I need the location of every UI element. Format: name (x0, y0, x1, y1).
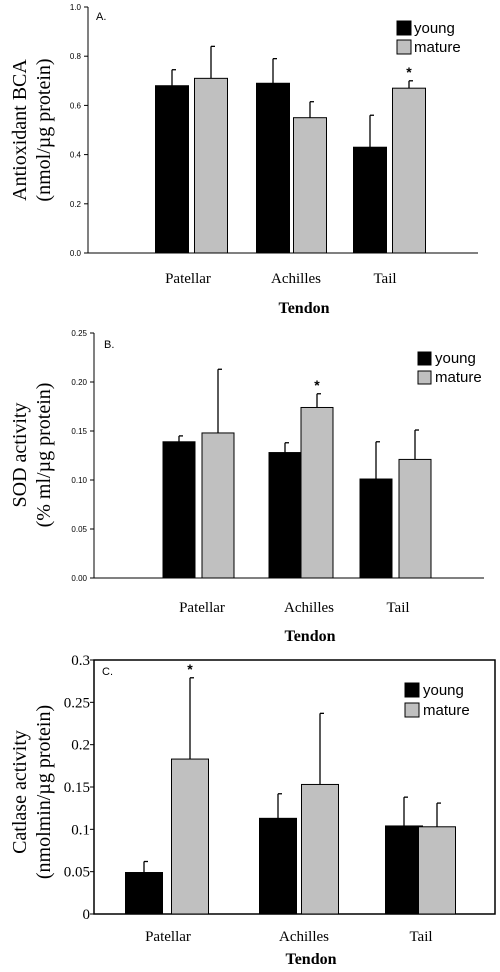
panel-c-bar-tail-young (385, 825, 423, 915)
panel-b-y-axis-title: SOD activity (% ml/µg protein) (9, 383, 55, 528)
panel-a-x-axis-title: Tendon (279, 300, 330, 317)
panel-a-y-tick-label: 0.6 (70, 101, 82, 110)
panel-b-category-label-tail: Tail (386, 600, 409, 616)
panel-b-category-label-patellar: Patellar (179, 600, 225, 616)
panel-a-legend-swatch-mature (396, 39, 412, 55)
panel-b-bar-tail-young (359, 478, 393, 579)
panel-a-bar-patellar-young (155, 85, 189, 254)
panel-a-y-axis-title-line1: Antioxidant BCA (9, 59, 31, 201)
panel-b-plot-area: * 0.00 0.05 0.10 0.15 0.20 0.25 (71, 329, 484, 583)
panel-a-category-label-achilles: Achilles (271, 271, 321, 287)
panel-b-chart: * 0.00 0.05 0.10 0.15 0.20 0.25 B. young matur… (9, 329, 484, 645)
panel-c-label: C. (102, 666, 113, 678)
panel-c-bar-patellar-young (125, 872, 163, 915)
panel-a-y-axis-title: Antioxidant BCA (nmol/µg protein) (9, 58, 55, 201)
panel-a-plot-area: * 0.0 0.2 0.4 0.6 0.8 1.0 (70, 3, 478, 258)
panel-c-y-tick-label: 0.15 (64, 780, 90, 796)
panel-b-y-tick-label: 0.05 (71, 525, 87, 534)
panel-c-bar-achilles-young (259, 817, 297, 915)
panel-a-bar-achilles-young (256, 82, 290, 254)
panel-c-chart: * 00.050.10.150.20.250.3 C. youngmature … (9, 653, 496, 968)
panel-c-y-ticks: 0 0.05 0.1 0.15 0.2 0.25 0.3 (64, 653, 94, 923)
panel-b-significance-marker: * (314, 377, 320, 393)
panel-a-bar-achilles-mature (293, 117, 327, 254)
panel-a-legend-label-mature: mature (414, 39, 461, 56)
panel-b-y-tick-label: 0.00 (71, 574, 87, 583)
panel-c-y-tick-label: 0.2 (71, 738, 90, 754)
panel-a-legend-label-young: young (414, 20, 455, 37)
panel-c-x-axis-title: Tendon (286, 951, 337, 968)
panel-c-y-axis-title-line2: (nmolmin/µg protein) (33, 705, 55, 879)
panel-a-legend: young mature (396, 20, 461, 56)
panel-c-y-axis-title-line1: Catlase activity (9, 730, 31, 854)
panel-b-legend-label-mature: mature (435, 369, 482, 386)
panel-c-y-tick-label: 0 (83, 907, 91, 923)
panel-b-bar-achilles-young (268, 452, 302, 579)
panel-a-y-tick-label: 0.0 (70, 249, 82, 258)
panel-c-bars: * (125, 661, 456, 915)
panel-b-label: B. (104, 339, 114, 351)
panel-c-legend: young mature (404, 682, 470, 719)
panel-b-bar-tail-mature (398, 458, 432, 579)
panel-b-legend-swatch-young (417, 351, 432, 366)
panel-c-category-label-patellar: Patellar (145, 929, 191, 945)
panel-a-y-ticks: 0.0 0.2 0.4 0.6 0.8 1.0 (70, 3, 88, 258)
panel-c-y-tick-label: 0.05 (64, 865, 90, 881)
panel-a-bars: * (155, 45, 426, 254)
panel-a-category-label-tail: Tail (373, 271, 396, 287)
panel-c-legend-label-mature: mature (423, 702, 470, 719)
panel-c-legend-swatch-mature (404, 702, 420, 718)
panel-c-y-tick-label: 0.25 (64, 695, 90, 711)
panel-c-bar-achilles-mature (301, 783, 339, 915)
panel-b-y-tick-label: 0.15 (71, 427, 87, 436)
panel-a-significance-marker: * (406, 64, 412, 80)
panel-a-bar-tail-mature (392, 87, 426, 254)
panel-c-y-tick-label: 0.1 (71, 822, 90, 838)
panel-a-category-label-patellar: Patellar (165, 271, 211, 287)
panel-a-bar-tail-young (353, 146, 387, 254)
panel-c-y-tick-label: 0.3 (71, 653, 90, 669)
panel-a-y-tick-label: 1.0 (70, 3, 82, 12)
panel-b-bar-achilles-mature (300, 406, 334, 579)
panel-a-y-axis-title-line2: (nmol/µg protein) (33, 58, 55, 201)
panel-b-y-ticks: 0.00 0.05 0.10 0.15 0.20 0.25 (71, 329, 94, 583)
panel-c-plot-area: * 0 0.05 0.1 0.15 0.2 0.25 0.3 (64, 653, 456, 923)
panel-b-y-axis-title-line1: SOD activity (9, 403, 31, 508)
panel-b-y-axis-title-line2: (% ml/µg protein) (33, 383, 55, 528)
panel-c-legend-swatch-young (404, 682, 420, 698)
panel-b-y-tick-label: 0.10 (71, 476, 87, 485)
panel-c-bar-tail-mature (418, 826, 456, 915)
panel-a-y-tick-label: 0.8 (70, 52, 82, 61)
panel-b-x-axis-title: Tendon (285, 628, 336, 645)
panel-a-chart: * 0.0 0.2 0.4 0.6 0.8 1.0 A. young mature Pate… (9, 3, 478, 317)
panel-a-bar-patellar-mature (194, 77, 228, 254)
panel-b-bars: * (162, 368, 432, 579)
panel-a-legend-swatch-young (396, 20, 412, 36)
panel-a-y-tick-label: 0.2 (70, 200, 82, 209)
panel-c-y-axis-title: Catlase activity (nmolmin/µg protein) (9, 705, 55, 879)
panel-c-bar-patellar-mature (171, 758, 209, 915)
panel-c-category-label-achilles: Achilles (279, 929, 329, 945)
panel-a-y-tick-label: 0.4 (70, 151, 82, 160)
panel-a-label: A. (96, 11, 106, 23)
panel-b-y-tick-label: 0.25 (71, 329, 87, 338)
panel-b-y-tick-label: 0.20 (71, 378, 87, 387)
panel-b-legend-swatch-mature (417, 370, 432, 385)
panel-b-category-label-achilles: Achilles (284, 600, 334, 616)
panel-b-bar-patellar-mature (201, 432, 235, 579)
panel-b-legend: young mature (417, 350, 482, 386)
panel-c-significance-marker: * (187, 661, 193, 677)
panel-c-legend-label-young: young (423, 682, 464, 699)
panel-c-category-label-tail: Tail (409, 929, 432, 945)
panel-b-bar-patellar-young (162, 441, 196, 579)
panel-b-legend-label-young: young (435, 350, 476, 367)
